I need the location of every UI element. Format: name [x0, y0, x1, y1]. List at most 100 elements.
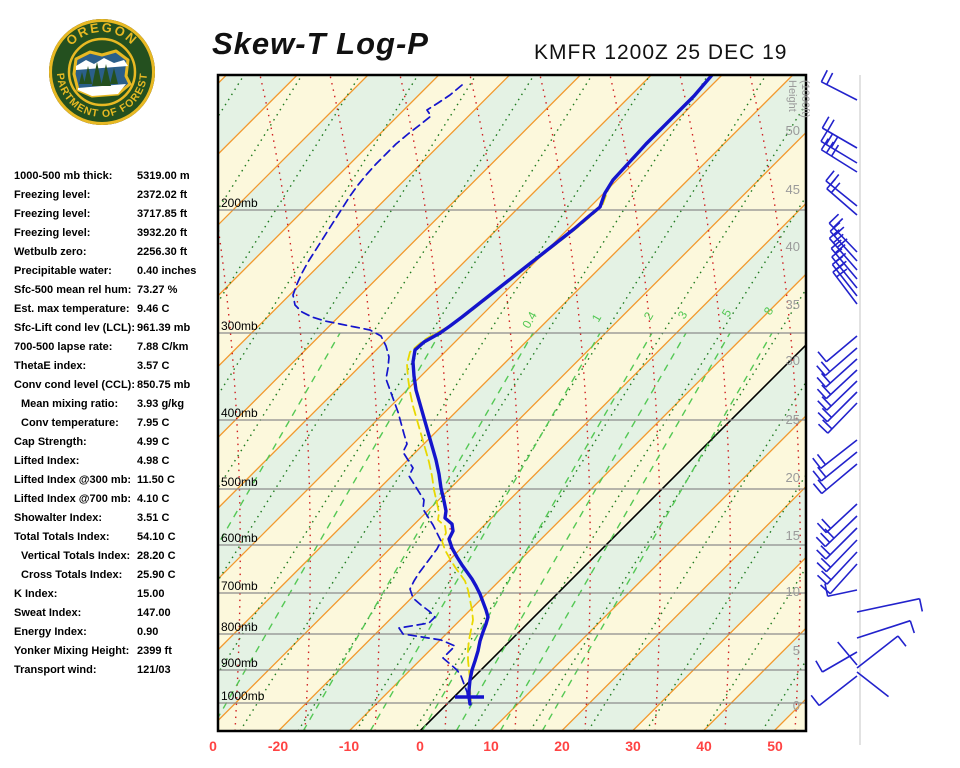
- wind-barb: [837, 641, 858, 666]
- wind-barb: [816, 503, 858, 534]
- wind-barb: [812, 451, 858, 482]
- index-label: Cap Strength:: [14, 435, 87, 448]
- logo-oregon-scene: [72, 49, 132, 98]
- index-row: Mean mixing ratio: 3.93 g/kg: [14, 394, 206, 413]
- height-tick-label: 10: [786, 584, 800, 599]
- height-tick-label: 0: [793, 698, 800, 713]
- height-tick-label: 45: [786, 182, 800, 197]
- wind-barb: [815, 515, 858, 548]
- wind-barb: [817, 335, 858, 363]
- height-tick-label: 15: [786, 528, 800, 543]
- index-row: Sfc-500 mean rel hum: 73.27 %: [14, 280, 206, 299]
- index-value: 3.93 g/kg: [137, 397, 185, 410]
- index-value: 850.75 mb: [137, 378, 191, 391]
- temp-tick-label: 40: [696, 738, 712, 754]
- index-label: Mean mixing ratio:: [21, 397, 119, 410]
- sounding-traces: [292, 75, 714, 706]
- index-value: 2372.02 ft: [137, 188, 188, 201]
- wind-barb: [812, 463, 858, 495]
- height-axis-title: Height: [786, 80, 798, 112]
- index-row: Cap Strength: 4.99 C: [14, 432, 206, 451]
- index-row: 1000-500 mb thick: 5319.00 m: [14, 166, 206, 185]
- index-row: Transport wind: 121/03: [14, 660, 206, 679]
- index-label: Precipitable water:: [14, 264, 112, 277]
- temperature-axis-labels: 0 -20 -10 0 10 20 30 40 50: [209, 738, 783, 754]
- chart-border: [216, 73, 808, 733]
- index-row: Est. max temperature: 9.46 C: [14, 299, 206, 318]
- index-row: Lifted Index: 4.98 C: [14, 451, 206, 470]
- wind-barb: [815, 651, 858, 673]
- index-row: Freezing level: 3717.85 ft: [14, 204, 206, 223]
- dewpoint-trace: [292, 84, 469, 701]
- height-tick-label: 25: [786, 412, 800, 427]
- wind-barb: [817, 380, 858, 411]
- pressure-label: 500mb: [221, 475, 258, 489]
- index-label: ThetaE index:: [14, 359, 87, 372]
- index-label: Freezing level:: [14, 188, 91, 201]
- pressure-label: 800mb: [221, 620, 258, 634]
- height-tick-label: 50: [786, 123, 800, 138]
- temp-tick-label: 30: [625, 738, 641, 754]
- index-label: K Index:: [14, 587, 58, 600]
- index-label: Est. max temperature:: [14, 302, 130, 315]
- index-label: Lifted Index @300 mb:: [14, 473, 132, 486]
- index-value: 54.10 C: [137, 530, 176, 543]
- temp-tick-label: -10: [339, 738, 359, 754]
- wind-barb: [816, 369, 858, 400]
- wind-barb: [817, 402, 858, 434]
- temp-tick-label: 0: [209, 738, 217, 754]
- pressure-label: 900mb: [221, 656, 258, 670]
- index-label: Sfc-500 mean rel hum:: [14, 283, 132, 296]
- wind-barb: [824, 583, 858, 598]
- index-label: Conv cond level (CCL):: [14, 378, 136, 391]
- index-row: 700-500 lapse rate: 7.88 C/km: [14, 337, 206, 356]
- index-row: Showalter Index: 3.51 C: [14, 508, 206, 527]
- indices-panel: 1000-500 mb thick: 5319.00 m Freezing leve…: [14, 166, 206, 679]
- index-label: Freezing level:: [14, 207, 91, 220]
- index-value: 147.00: [137, 606, 171, 619]
- index-value: 7.88 C/km: [137, 340, 189, 353]
- wind-barb: [820, 129, 858, 164]
- temp-tick-label: 0: [416, 738, 424, 754]
- index-label: Showalter Index:: [14, 511, 103, 524]
- index-row: Energy Index: 0.90: [14, 622, 206, 641]
- height-axis-title: (1000ft): [799, 80, 811, 118]
- index-row: Sweat Index: 147.00: [14, 603, 206, 622]
- index-value: 0.90: [137, 625, 159, 638]
- index-value: 28.20 C: [137, 549, 176, 562]
- index-row: Vertical Totals Index: 28.20 C: [14, 546, 206, 565]
- odf-logo: OREGON DEPARTMENT OF FORESTRY: [46, 14, 155, 125]
- wind-barb: [832, 263, 858, 305]
- index-label: Transport wind:: [14, 663, 97, 676]
- wind-barb: [820, 69, 858, 101]
- index-row: ThetaE index: 3.57 C: [14, 356, 206, 375]
- index-row: Yonker Mixing Height: 2399 ft: [14, 641, 206, 660]
- pressure-labels: 200mb 300mb 400mb 500mb 600mb 700mb 800mb 900mb…: [221, 196, 265, 703]
- index-value: 121/03: [137, 663, 171, 676]
- wind-barb: [812, 439, 858, 469]
- index-label: Sfc-Lift cond lev (LCL):: [14, 321, 135, 334]
- wind-barb: [816, 527, 858, 560]
- index-row: Sfc-Lift cond lev (LCL): 961.39 mb: [14, 318, 206, 337]
- index-row: Total Totals Index: 54.10 C: [14, 527, 206, 546]
- index-label: Sweat Index:: [14, 606, 82, 619]
- isotherm-bands: [218, 75, 806, 731]
- wind-barbs-group: [810, 69, 924, 707]
- index-label: Vertical Totals Index:: [21, 549, 131, 562]
- height-tick-label: 20: [786, 470, 800, 485]
- pressure-label: 200mb: [221, 196, 258, 210]
- pressure-lines-group: [218, 209, 806, 704]
- pressure-label: 600mb: [221, 531, 258, 545]
- temp-tick-label: 20: [554, 738, 570, 754]
- wind-barb: [826, 178, 858, 216]
- index-value: 2399 ft: [137, 644, 172, 657]
- index-value: 3.51 C: [137, 511, 170, 524]
- index-label: Wetbulb zero:: [14, 245, 87, 258]
- index-label: Lifted Index @700 mb:: [14, 492, 132, 505]
- index-label: Lifted Index:: [14, 454, 80, 467]
- index-value: 9.46 C: [137, 302, 170, 315]
- height-tick-label: 5: [793, 643, 800, 658]
